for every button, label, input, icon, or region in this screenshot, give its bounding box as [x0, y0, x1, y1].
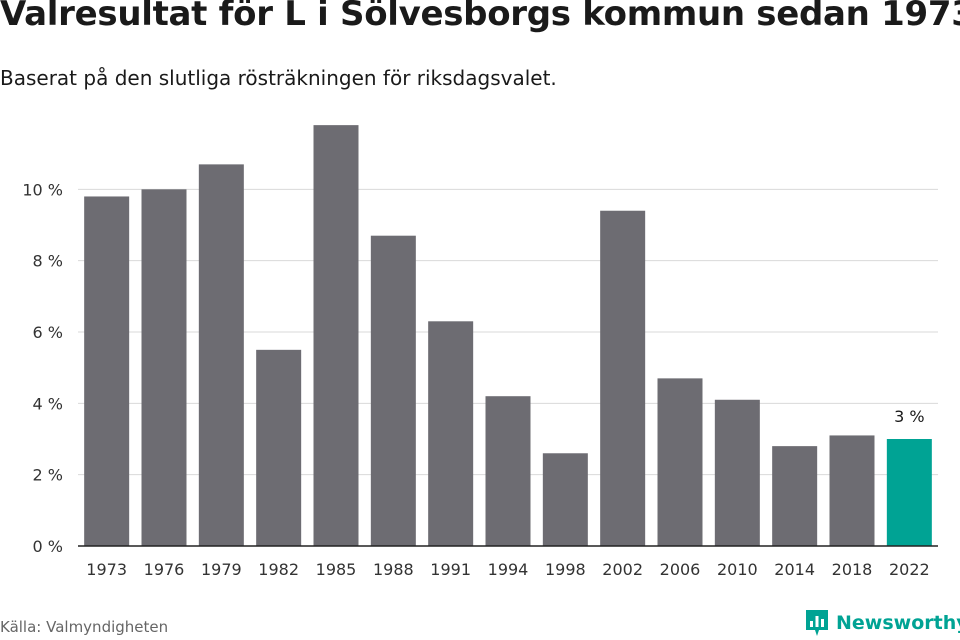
chart-subtitle: Baserat på den slutliga rösträkningen fö…	[0, 66, 557, 90]
y-tick-label: 6 %	[33, 323, 63, 342]
bar	[485, 396, 531, 546]
y-tick-label: 4 %	[33, 394, 63, 413]
data-label: 3 %	[894, 407, 924, 426]
x-tick-label: 1976	[144, 560, 185, 579]
x-tick-label: 1973	[86, 560, 127, 579]
x-tick-label: 1998	[545, 560, 586, 579]
x-tick-label: 1985	[316, 560, 357, 579]
x-tick-label: 2006	[660, 560, 701, 579]
x-tick-label: 2002	[602, 560, 643, 579]
bar	[428, 321, 474, 546]
y-tick-label: 0 %	[33, 537, 63, 556]
source-note: Källa: Valmyndigheten	[0, 618, 169, 636]
bar	[886, 439, 932, 546]
brand-logo: Newsworthy	[804, 608, 960, 638]
bar	[256, 349, 302, 546]
x-tick-label: 1979	[201, 560, 242, 579]
x-tick-label: 2022	[889, 560, 930, 579]
x-tick-label: 2014	[774, 560, 815, 579]
chart-title: Valresultat för L i Sölvesborgs kommun s…	[0, 0, 960, 34]
x-tick-label: 1982	[258, 560, 299, 579]
bar	[370, 235, 416, 546]
bar	[829, 435, 875, 546]
x-tick-label: 1988	[373, 560, 414, 579]
newsworthy-logo-icon	[806, 610, 828, 636]
bar	[313, 125, 359, 546]
y-tick-label: 10 %	[22, 180, 63, 199]
bar	[657, 378, 703, 546]
x-tick-label: 2010	[717, 560, 758, 579]
bar	[141, 189, 187, 547]
bar	[714, 399, 760, 546]
x-tick-label: 1994	[488, 560, 529, 579]
bar	[542, 453, 588, 546]
bar	[600, 210, 646, 546]
x-tick-label: 2018	[832, 560, 873, 579]
bar	[772, 446, 818, 546]
y-tick-label: 8 %	[33, 252, 63, 271]
x-tick-label: 1991	[430, 560, 471, 579]
brand-name: Newsworthy	[836, 612, 960, 634]
bar	[198, 164, 244, 546]
bar	[84, 196, 130, 546]
y-tick-label: 2 %	[33, 466, 63, 485]
